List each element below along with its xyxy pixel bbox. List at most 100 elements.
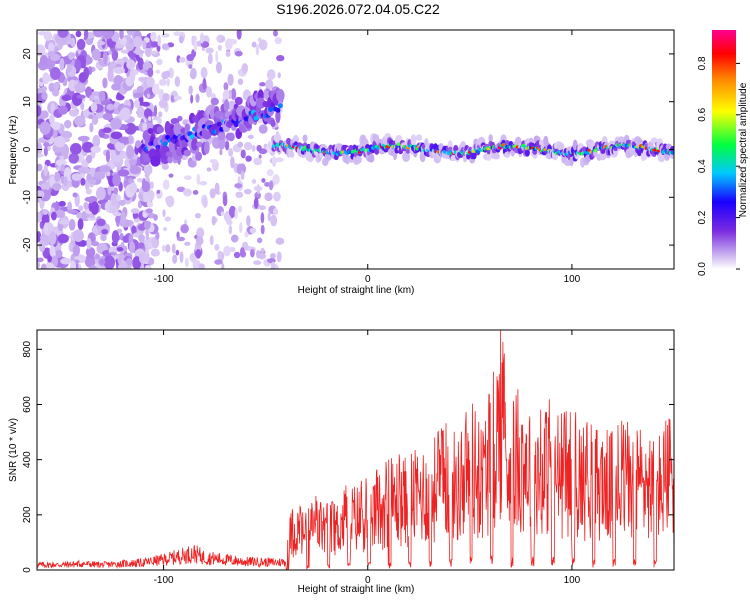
spectrogram-cell — [43, 222, 49, 234]
spectrogram-cell — [255, 43, 260, 56]
spectrogram-cell — [234, 96, 243, 106]
spectrogram-cell — [37, 257, 44, 263]
spectrogram-cell — [198, 263, 205, 269]
spectrogram-cell — [96, 41, 106, 46]
spectrogram-cell — [102, 30, 114, 39]
snr-ytick-label: 0 — [22, 567, 33, 573]
spectrogram-cell — [142, 212, 147, 218]
spectrogram-cell — [191, 35, 195, 46]
spectrogram-cell — [71, 92, 83, 107]
spectrogram-cell — [223, 245, 231, 257]
spectrogram-cell — [47, 42, 55, 54]
spectrogram-cell — [270, 214, 278, 227]
spectrogram-cell — [132, 256, 142, 269]
spectrogram-cell — [60, 130, 73, 139]
spectrogram-cell — [276, 89, 285, 102]
spectrogram-cell — [86, 238, 92, 250]
spectrogram-cell — [166, 78, 171, 87]
spectrogram-cell — [276, 251, 282, 263]
spectrogram-cell — [136, 177, 143, 183]
spectrogram-cell — [270, 261, 276, 269]
spectrogram-cell — [275, 109, 281, 124]
spectrogram-cell — [253, 185, 263, 191]
colorbar: 0.0 0.2 0.4 0.6 0.8 Normalized spectral ampl… — [697, 30, 749, 276]
spectrogram-cell — [217, 44, 222, 52]
spectrogram-cell — [222, 89, 230, 102]
spectrogram-cell — [253, 197, 259, 209]
spectrogram-cell — [94, 253, 101, 260]
spectrogram-cell — [127, 177, 134, 184]
spectrogram-cell — [259, 205, 267, 211]
spectrogram-cell — [209, 235, 214, 246]
spectrogram-cell — [37, 190, 45, 199]
spectrogram-cell — [227, 132, 235, 142]
spectrogram-cell — [147, 127, 154, 135]
spectrogram-cell — [203, 141, 210, 155]
spectrogram-cell — [152, 83, 160, 95]
spectrogram-cell — [88, 178, 97, 185]
spectrogram-cell — [78, 205, 84, 212]
spectrogram-cell — [156, 189, 161, 194]
spectrogram-cell — [128, 135, 134, 145]
spectrogram-cell — [162, 209, 166, 218]
spectrogram-cell — [153, 214, 158, 221]
spectrogram-cell — [569, 156, 574, 167]
spectrogram-cell — [191, 138, 199, 151]
spectrogram-cell — [43, 31, 53, 41]
spectrogram-cell — [277, 103, 283, 109]
spectrogram-cell — [207, 53, 213, 65]
spectrogram-cell — [173, 122, 182, 136]
spectrogram-cell — [217, 132, 226, 141]
spectrogram-cell — [68, 219, 76, 231]
spectrogram-cell — [199, 181, 208, 186]
spectrogram-cell — [205, 86, 212, 98]
spectrogram-cell — [99, 165, 111, 173]
spectrogram-cell — [253, 260, 262, 265]
spectrogram-cell — [275, 122, 279, 128]
spectrogram-cell — [271, 156, 277, 168]
colorbar-tick-label: 0.8 — [697, 56, 708, 70]
spectrogram-cell — [120, 49, 130, 54]
spectrogram-cell — [256, 249, 261, 259]
spectrogram-cell — [194, 212, 201, 219]
spectrogram-cell — [43, 164, 48, 177]
spectrogram-cell — [410, 134, 417, 146]
spectrogram-cell — [266, 69, 276, 80]
spectrogram-cell — [37, 163, 43, 172]
spectrogram-cell — [195, 249, 202, 259]
spectrogram-cell — [274, 157, 284, 163]
spectrogram-cell — [134, 47, 142, 56]
spectrogram-cell — [205, 47, 214, 54]
spectrogram-cell — [233, 122, 239, 128]
spectrogram-cell — [234, 183, 243, 189]
snr-series-line — [37, 330, 674, 570]
spectrogram-cell — [51, 121, 61, 131]
spectrogram-cell — [162, 141, 168, 147]
spectrogram-cell — [270, 119, 276, 127]
colorbar-tick-label: 0.2 — [697, 210, 708, 224]
spectrogram-cell — [161, 163, 169, 170]
spectrogram-cell — [48, 114, 55, 124]
spectrogram-cell — [115, 140, 125, 152]
spectrogram-cell — [302, 134, 308, 143]
spectrogram-cell — [415, 134, 423, 141]
spectrogram-heatmap — [37, 30, 674, 269]
colorbar-ticks: 0.0 0.2 0.4 0.6 0.8 — [697, 56, 740, 276]
spectrogram-cell — [47, 50, 55, 57]
spectrogram-cell — [144, 46, 152, 58]
spectrogram-cell — [47, 253, 52, 263]
spectrogram-cell — [172, 134, 178, 140]
spectrogram-cell — [196, 173, 201, 185]
spectrogram-cell — [146, 212, 156, 219]
spectrogram-xtick-label: 0 — [365, 274, 371, 285]
spectrogram-cell — [161, 245, 166, 252]
spectrogram-cell — [130, 208, 140, 214]
spectrogram-cell — [96, 218, 106, 227]
spectrogram-ytick-label: -10 — [22, 190, 33, 205]
spectrogram-cell — [117, 169, 130, 177]
spectrogram-cell — [117, 262, 127, 269]
spectrogram-cell — [230, 156, 235, 169]
spectrogram-cell — [119, 107, 131, 121]
spectrogram-cell — [650, 137, 658, 144]
spectrogram-cell — [264, 192, 273, 202]
